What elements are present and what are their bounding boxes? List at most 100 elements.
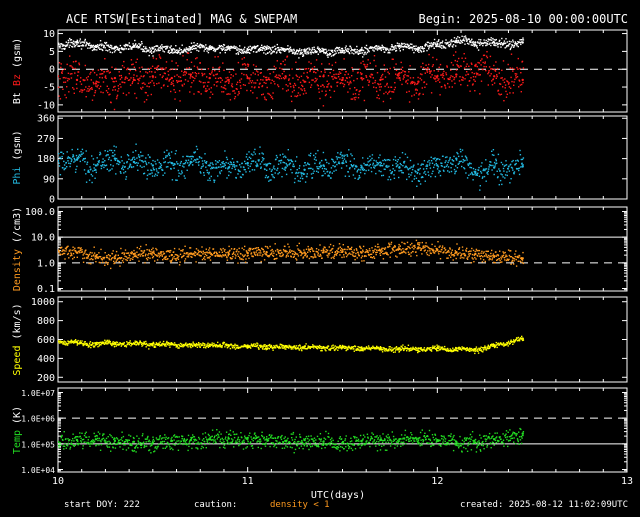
series-point	[286, 90, 287, 91]
series-point	[160, 163, 161, 164]
series-point	[148, 50, 149, 51]
series-point	[387, 179, 388, 180]
series-point	[467, 256, 468, 257]
series-point	[507, 94, 508, 95]
data-point	[379, 164, 381, 166]
series-point	[390, 49, 391, 50]
series-point	[372, 74, 373, 75]
series-point	[340, 154, 341, 155]
series-point	[483, 39, 484, 40]
series-point	[447, 170, 448, 171]
data-point	[436, 75, 438, 77]
series-point	[445, 72, 446, 73]
series-point	[102, 92, 103, 93]
series-point	[414, 82, 415, 83]
series-point	[116, 81, 117, 82]
series-point	[202, 75, 203, 76]
series-point	[208, 52, 209, 53]
series-point	[319, 244, 320, 245]
series-point	[113, 341, 114, 342]
series-point	[162, 75, 163, 76]
series-point	[309, 168, 310, 169]
series-point	[261, 255, 262, 256]
series-point	[466, 39, 467, 40]
series-point	[250, 46, 251, 47]
series-point	[435, 160, 436, 161]
series-point	[323, 252, 324, 253]
series-point	[491, 250, 492, 251]
series-point	[251, 86, 252, 87]
series-point	[173, 89, 174, 90]
series-point	[111, 67, 112, 68]
series-point	[468, 66, 469, 67]
series-point	[505, 256, 506, 257]
series-point	[127, 168, 128, 169]
series-point	[378, 163, 379, 164]
series-point	[144, 101, 145, 102]
series-point	[308, 53, 309, 54]
series-point	[416, 92, 417, 93]
series-point	[150, 173, 151, 174]
series-point	[266, 170, 267, 171]
series-point	[211, 87, 212, 88]
series-point	[186, 68, 187, 69]
series-point	[337, 253, 338, 254]
data-point	[76, 79, 78, 81]
series-point	[421, 79, 422, 80]
series-point	[280, 49, 281, 50]
series-point	[72, 42, 73, 43]
series-point	[121, 75, 122, 76]
series-point	[375, 65, 376, 66]
series-point	[322, 85, 323, 86]
series-point	[312, 177, 313, 178]
series-point	[59, 251, 60, 252]
series-point	[450, 43, 451, 44]
series-point	[427, 166, 428, 167]
series-point	[514, 45, 515, 46]
series-point	[481, 81, 482, 82]
series-point	[433, 44, 434, 45]
series-point	[344, 52, 345, 53]
series-point	[478, 39, 479, 40]
series-point	[271, 171, 272, 172]
series-point	[502, 164, 503, 165]
series-point	[432, 171, 433, 172]
series-point	[493, 253, 494, 254]
series-point	[447, 42, 448, 43]
series-point	[137, 257, 138, 258]
series-point	[72, 87, 73, 88]
series-point	[272, 176, 273, 177]
series-point	[432, 57, 433, 58]
series-point	[86, 182, 87, 183]
series-point	[171, 84, 172, 85]
data-point	[209, 77, 211, 79]
series-point	[486, 66, 487, 67]
series-point	[208, 173, 209, 174]
series-point	[508, 64, 509, 65]
series-point	[384, 86, 385, 87]
data-point	[398, 77, 400, 79]
series-point	[179, 173, 180, 174]
series-point	[93, 158, 94, 159]
series-point	[413, 52, 414, 53]
series-point	[243, 249, 244, 250]
series-point	[362, 87, 363, 88]
series-point	[294, 90, 295, 91]
series-point	[70, 42, 71, 43]
series-point	[112, 253, 113, 254]
series-point	[389, 52, 390, 53]
series-point	[271, 52, 272, 53]
series-point	[500, 46, 501, 47]
series-point	[417, 163, 418, 164]
series-point	[396, 50, 397, 51]
series-point	[245, 169, 246, 170]
data-point	[265, 164, 267, 166]
series-point	[174, 76, 175, 77]
series-point	[494, 45, 495, 46]
series-point	[99, 262, 100, 263]
series-point	[509, 41, 510, 42]
series-point	[442, 166, 443, 167]
data-point	[522, 257, 524, 259]
series-point	[150, 68, 151, 69]
series-point	[396, 70, 397, 71]
